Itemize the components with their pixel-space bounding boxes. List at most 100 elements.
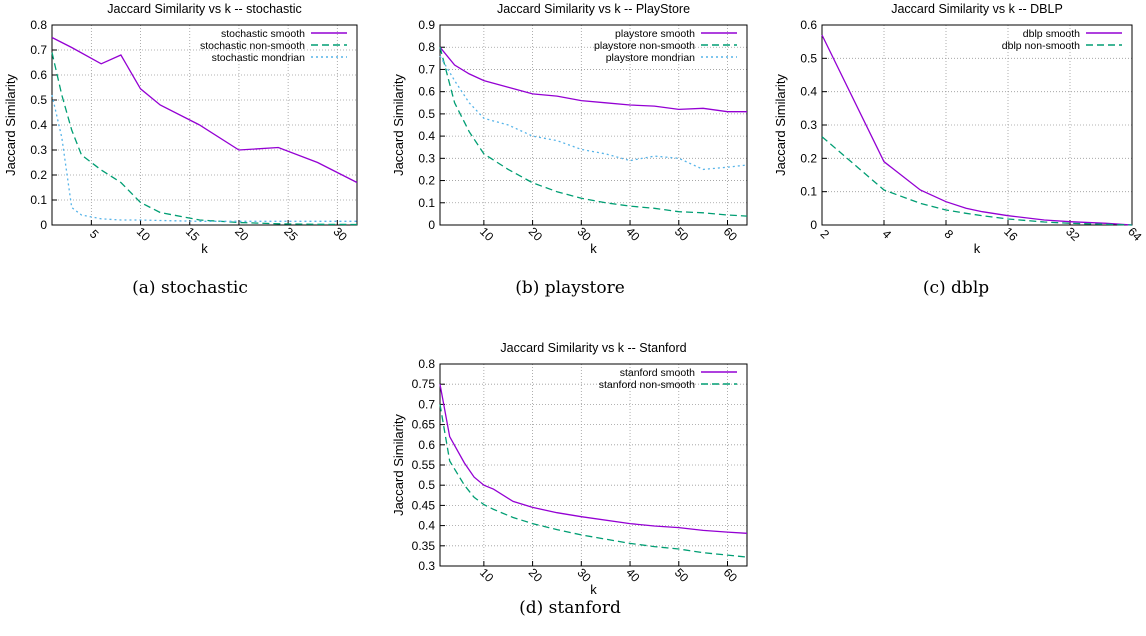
x-tick-label: 10 <box>477 565 497 585</box>
x-tick-label: 20 <box>526 224 546 244</box>
x-axis-label: k <box>590 582 597 597</box>
x-tick-label: 4 <box>880 227 895 242</box>
x-tick-label: 20 <box>526 565 546 585</box>
x-tick-label: 50 <box>672 224 692 244</box>
x-tick-label: 40 <box>623 224 643 244</box>
y-tick-label: 0 <box>40 218 47 232</box>
y-tick-label: 0.75 <box>412 377 436 391</box>
caption-dblp: (c) dblp <box>922 278 990 298</box>
series-line-dblp-non-smooth <box>821 136 1133 226</box>
series-line-stanford-smooth <box>439 384 748 534</box>
legend-label: stanford non-smooth <box>599 379 695 391</box>
y-tick-label: 0.7 <box>418 62 435 76</box>
y-tick-label: 0.8 <box>30 18 47 32</box>
y-axis-label: Jaccard Similarity <box>3 74 18 176</box>
y-tick-label: 0.35 <box>412 539 436 553</box>
y-tick-label: 0.3 <box>800 118 817 132</box>
x-tick-label: 30 <box>330 224 350 244</box>
chart-title: Jaccard Similarity vs k -- PlayStore <box>497 2 690 16</box>
y-tick-label: 0.5 <box>418 478 435 492</box>
y-tick-label: 0.3 <box>30 143 47 157</box>
chart-title: Jaccard Similarity vs k -- DBLP <box>891 2 1063 16</box>
chart-panel-playstore: Jaccard Similarity vs k -- PlayStore 0 0.1… <box>385 0 755 260</box>
chart-panel-stanford: Jaccard Similarity vs k -- Stanford 0.3 0.… <box>385 341 755 636</box>
x-tick-label: 60 <box>721 565 741 585</box>
plot-frame <box>439 24 748 226</box>
series-line-stochastic-smooth <box>51 36 358 184</box>
legend-label: stanford smooth <box>620 367 695 379</box>
chart-title: Jaccard Similarity vs k -- stochastic <box>107 2 301 16</box>
x-tick-label: 10 <box>134 224 154 244</box>
y-tick-label: 0.2 <box>418 174 435 188</box>
legend-label: dblp non-smooth <box>1002 40 1080 52</box>
chart-c: Jaccard Similarity vs k -- DBLP 0 0.1 0.2 0.… <box>773 2 1145 256</box>
x-tick-label: 2 <box>818 227 833 242</box>
x-axis-label: k <box>201 241 208 256</box>
y-tick-label: 0 <box>810 218 817 232</box>
y-tick-label: 0.1 <box>30 193 47 207</box>
y-tick-label: 0.4 <box>800 85 817 99</box>
y-axis-label: Jaccard Similarity <box>773 74 788 176</box>
x-tick-label: 60 <box>721 224 741 244</box>
y-tick-label: 0.7 <box>418 397 435 411</box>
y-tick-label: 0.6 <box>30 68 47 82</box>
y-axis-label: Jaccard Similarity <box>391 74 406 176</box>
y-tick-label: 0.1 <box>418 196 435 210</box>
y-tick-label: 0.3 <box>418 559 435 573</box>
y-tick-label: 0.6 <box>418 438 435 452</box>
chart-b: Jaccard Similarity vs k -- PlayStore 0 0.1… <box>391 2 748 256</box>
x-tick-label: 8 <box>942 227 957 242</box>
y-tick-label: 0.7 <box>30 43 47 57</box>
legend-label: stochastic smooth <box>221 28 305 40</box>
y-tick-label: 0.8 <box>418 357 435 371</box>
chart-panel-dblp: Jaccard Similarity vs k -- DBLP 0 0.1 0.2 0.… <box>770 0 1146 260</box>
y-tick-label: 0.4 <box>418 129 435 143</box>
y-tick-label: 0.8 <box>418 40 435 54</box>
legend-label: stochastic non-smooth <box>200 40 305 52</box>
y-tick-label: 0.9 <box>418 18 435 32</box>
legend-label: dblp smooth <box>1023 28 1080 40</box>
x-tick-label: 5 <box>87 227 102 242</box>
series-line-stanford-non-smooth <box>439 404 748 558</box>
y-tick-label: 0.65 <box>412 418 436 432</box>
series-line-stochastic-non-smooth <box>51 52 358 226</box>
x-tick-label: 10 <box>477 224 497 244</box>
y-tick-label: 0.5 <box>800 51 817 65</box>
x-tick-label: 15 <box>183 224 203 244</box>
y-tick-label: 0.5 <box>30 93 47 107</box>
y-tick-label: 0 <box>428 218 435 232</box>
legend-label: playstore smooth <box>615 28 695 40</box>
x-tick-label: 32 <box>1063 224 1083 244</box>
caption-stochastic: (a) stochastic <box>132 278 248 298</box>
x-tick-label: 64 <box>1125 224 1145 244</box>
x-tick-label: 25 <box>281 224 301 244</box>
y-tick-label: 0.4 <box>418 519 435 533</box>
y-tick-label: 0.4 <box>30 118 47 132</box>
y-tick-label: 0.2 <box>800 151 817 165</box>
series-line-playstore-smooth <box>439 46 747 113</box>
plot-frame <box>51 24 358 226</box>
chart-d: Jaccard Similarity vs k -- Stanford 0.3 0.… <box>391 341 748 597</box>
x-tick-label: 40 <box>623 565 643 585</box>
y-tick-label: 0.1 <box>800 185 817 199</box>
chart-panel-stochastic: Jaccard Similarity vs k -- stochastic 0 0.… <box>0 0 370 260</box>
y-tick-label: 0.45 <box>412 498 436 512</box>
y-tick-label: 0.55 <box>412 458 436 472</box>
y-tick-label: 0.5 <box>418 107 435 121</box>
series-line-stochastic-mondrian <box>51 94 357 222</box>
series-line-playstore-mondrian <box>439 55 748 171</box>
x-tick-label: 50 <box>672 565 692 585</box>
plot-frame <box>439 363 748 567</box>
plot-frame <box>821 24 1133 226</box>
y-tick-label: 0.2 <box>30 168 47 182</box>
x-tick-label: 20 <box>232 224 252 244</box>
series-line-playstore-non-smooth <box>439 47 748 217</box>
y-tick-label: 0.6 <box>800 18 817 32</box>
legend-label: playstore mondrian <box>606 52 695 64</box>
caption-playstore: (b) playstore <box>515 278 625 298</box>
x-axis-label: k <box>590 241 597 256</box>
legend-label: stochastic mondrian <box>212 52 306 64</box>
y-tick-label: 0.6 <box>418 85 435 99</box>
chart-a: Jaccard Similarity vs k -- stochastic 0 0.… <box>3 2 358 256</box>
y-tick-label: 0.3 <box>418 151 435 165</box>
